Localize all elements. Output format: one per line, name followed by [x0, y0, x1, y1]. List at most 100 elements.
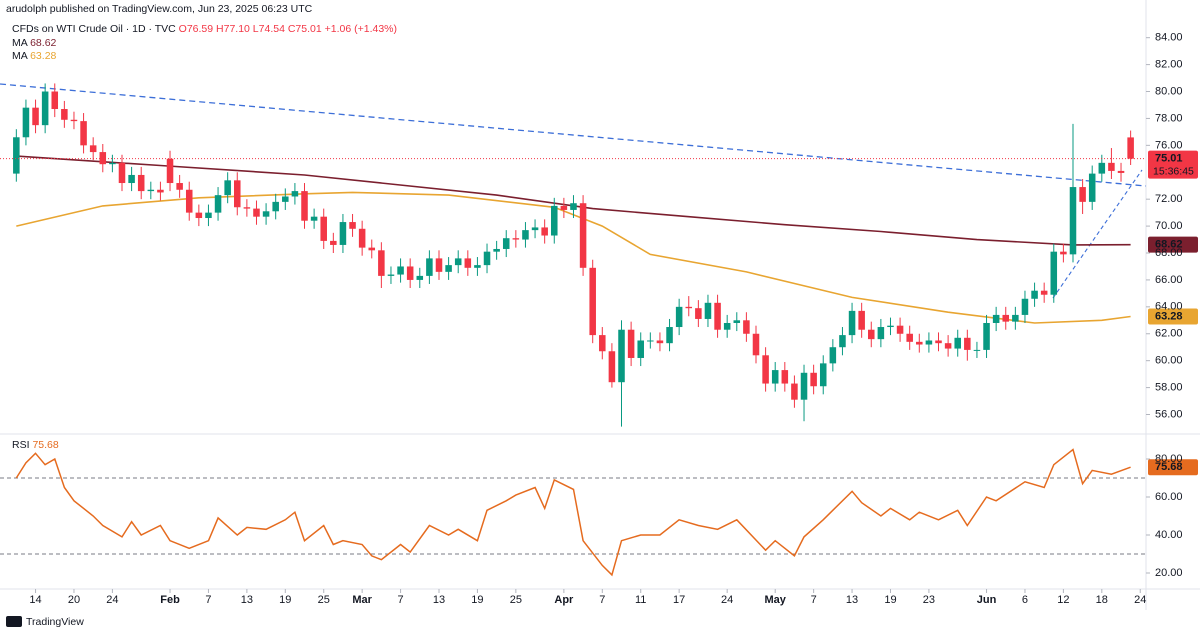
- candle-body: [406, 266, 414, 280]
- ma-legend: MA 68.62: [12, 37, 57, 49]
- candle-body: [800, 372, 808, 400]
- candle-body: [560, 205, 568, 210]
- candle-body: [176, 183, 183, 190]
- candle-body: [887, 325, 894, 328]
- candle-body: [839, 335, 846, 348]
- candle-body: [387, 274, 395, 276]
- price-tag: [1148, 459, 1198, 476]
- candle-body: [964, 337, 971, 350]
- candle-body: [147, 189, 155, 192]
- candle-body: [637, 340, 644, 358]
- x-tick-label: 19: [279, 594, 291, 606]
- change: +1.06 (+1.43%): [325, 23, 397, 35]
- candle-body: [80, 121, 87, 146]
- price-tag-label: 63.28: [1155, 310, 1183, 322]
- candle-body: [935, 340, 942, 344]
- candle-body: [378, 250, 385, 276]
- candle-body: [858, 310, 865, 330]
- candle-body: [743, 320, 750, 334]
- countdown: 15:36:45: [1153, 165, 1194, 177]
- candle-body: [1069, 187, 1077, 255]
- candle-body: [1079, 187, 1086, 202]
- candle-body: [13, 137, 20, 174]
- x-tick-label: 19: [471, 594, 483, 606]
- candle-body: [70, 119, 78, 122]
- x-tick-label: Feb: [160, 594, 180, 606]
- ohlc: O76.59 H77.10 L74.54 C75.01: [179, 23, 322, 35]
- candle-body: [579, 203, 587, 268]
- x-tick-label: 24: [721, 594, 733, 606]
- candle-body: [551, 205, 558, 236]
- price-tag: [1148, 150, 1198, 179]
- x-tick-label: 14: [29, 594, 41, 606]
- y-tick-label: 68.00: [1155, 247, 1183, 259]
- symbol-text: CFDs on WTI Crude Oil · 1D · TVC: [12, 23, 176, 35]
- candle-body: [41, 91, 49, 126]
- candle-body: [695, 308, 702, 319]
- ma-name: MA: [12, 50, 28, 62]
- x-tick-label: 24: [1134, 594, 1146, 606]
- candle-body: [589, 267, 596, 336]
- candle-body: [118, 162, 126, 184]
- candle-body: [195, 212, 203, 219]
- candle-body: [541, 227, 548, 236]
- x-tick-label: Jun: [977, 594, 997, 606]
- x-tick-label: 25: [510, 594, 522, 606]
- candle-body: [762, 355, 769, 384]
- y-tick-label: 76.00: [1155, 139, 1183, 151]
- candle-body: [771, 370, 779, 384]
- candle-body: [954, 337, 961, 349]
- candle-body: [445, 265, 452, 272]
- candle-body: [253, 208, 260, 217]
- y-tick-label: 58.00: [1155, 381, 1183, 393]
- candle-body: [214, 195, 222, 213]
- x-tick-label: 11: [635, 594, 646, 606]
- candle-body: [791, 383, 798, 400]
- rsi-name: RSI: [12, 439, 30, 451]
- candle-body: [291, 191, 299, 197]
- y-tick-label: 80.00: [1155, 85, 1183, 97]
- x-tick-label: 12: [1057, 594, 1069, 606]
- ma-value: 63.28: [30, 50, 56, 62]
- candle-body: [1031, 290, 1038, 299]
- y-tick-label: 82.00: [1155, 59, 1183, 71]
- y-tick-label: 64.00: [1155, 301, 1183, 313]
- x-tick-label: 20: [68, 594, 80, 606]
- candle-body: [685, 306, 693, 309]
- candle-body: [310, 216, 318, 221]
- price-tag-label: 68.62: [1155, 239, 1183, 251]
- candle-body: [128, 174, 135, 184]
- x-tick-label: May: [765, 594, 787, 606]
- candle-body: [1098, 162, 1106, 174]
- x-tick-label: 7: [811, 594, 817, 606]
- candle-body: [531, 227, 539, 231]
- price-tag-label: 75.68: [1155, 461, 1183, 473]
- candle-body: [752, 333, 760, 356]
- trend-line: [0, 83, 1147, 187]
- published-note: arudolph published on TradingView.com, J…: [6, 3, 313, 15]
- price-tag: [1148, 236, 1198, 253]
- y-tick-label: 40.00: [1155, 529, 1183, 541]
- candle-body: [22, 107, 30, 138]
- candle-body: [829, 347, 837, 364]
- candle-body: [349, 222, 356, 229]
- candle-body: [819, 363, 827, 387]
- candle-body: [99, 152, 107, 165]
- candle-body: [61, 109, 68, 120]
- candle-body: [32, 107, 39, 126]
- y-tick-label: 20.00: [1155, 567, 1183, 579]
- candle-body: [493, 248, 500, 252]
- candle-body: [896, 325, 904, 334]
- candle-body: [320, 216, 327, 241]
- y-tick-label: 80.00: [1155, 453, 1183, 465]
- candle-body: [675, 306, 683, 328]
- candle-body: [1012, 314, 1019, 322]
- x-tick-label: 23: [923, 594, 935, 606]
- brand-logo: [6, 616, 22, 627]
- candle-body: [397, 266, 404, 275]
- y-tick-label: 60.00: [1155, 355, 1183, 367]
- candle-body: [992, 314, 1000, 323]
- candle-body: [272, 201, 279, 212]
- x-tick-label: 19: [884, 594, 896, 606]
